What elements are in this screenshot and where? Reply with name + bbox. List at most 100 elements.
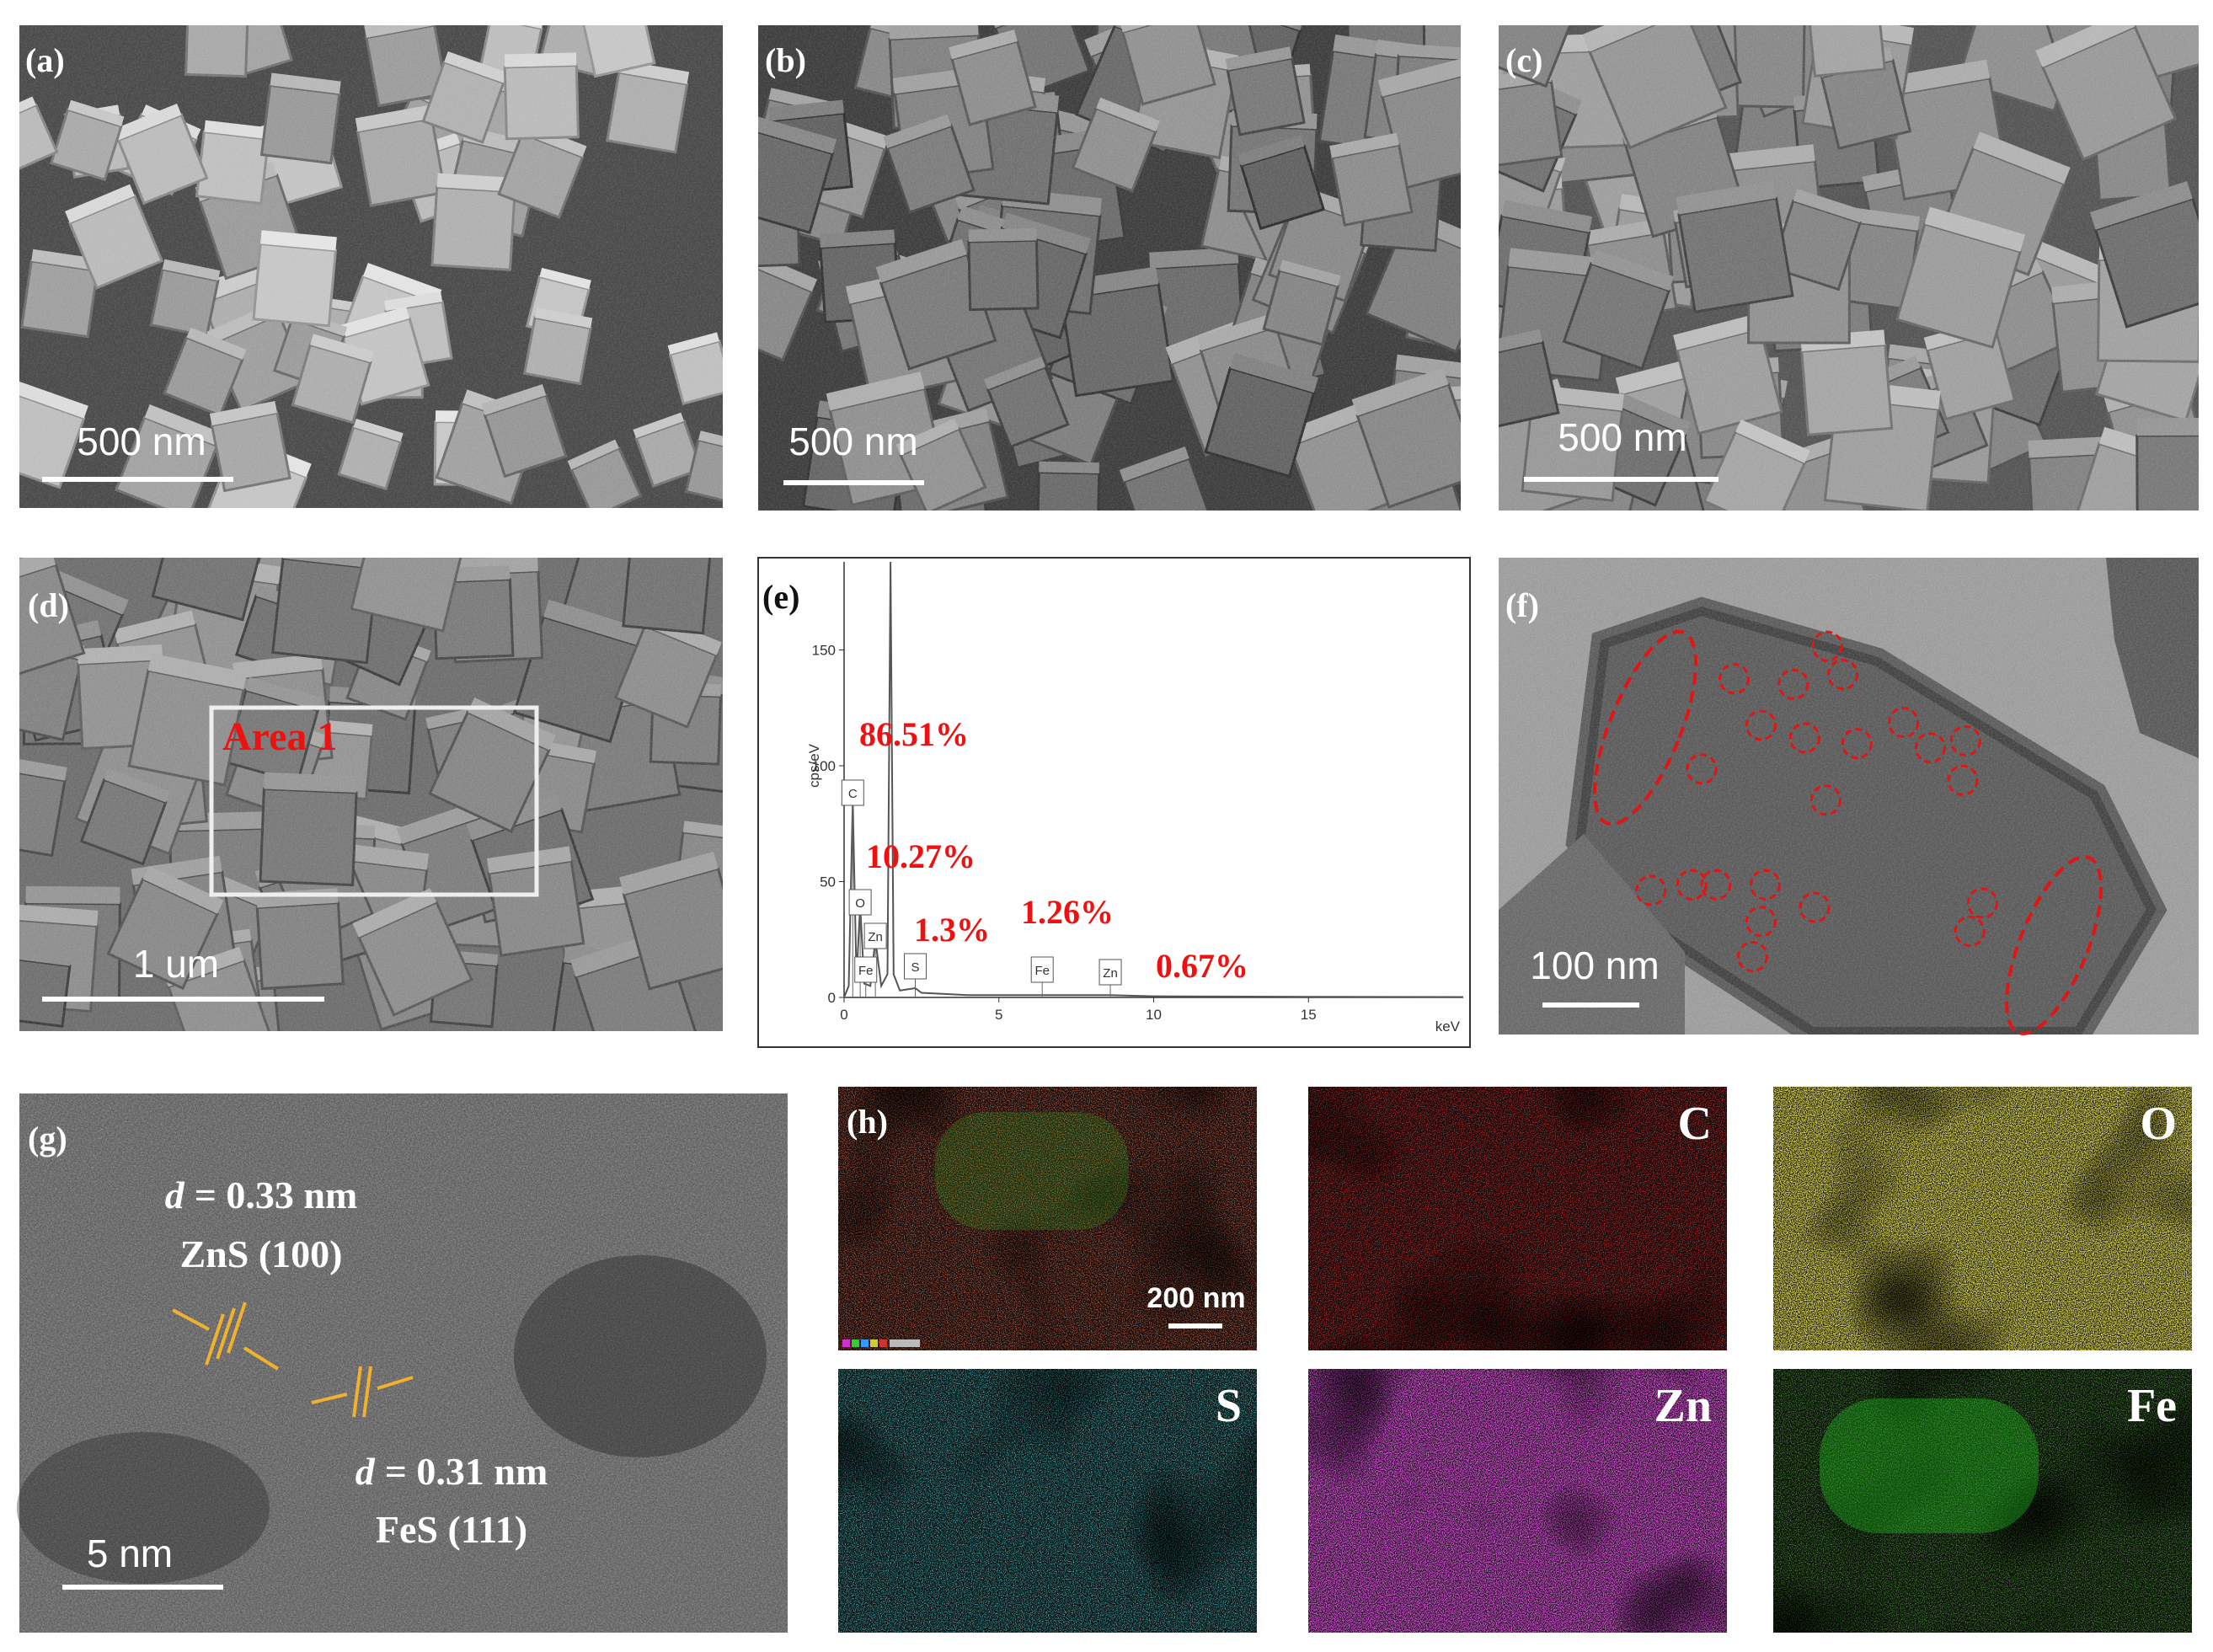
particle-marker [1745,709,1777,741]
peak-label: Fe [858,964,874,978]
cube-face [990,25,1064,29]
cube-face [222,0,276,24]
peak-label-box [854,956,878,983]
spacing: = 0.31 nm [385,1450,548,1493]
fringe-arrow [243,1346,280,1371]
shadow [1773,1087,2192,1350]
legend-bar [890,1339,920,1347]
fringe-arrow [377,1376,414,1390]
peak-label-box [1098,959,1122,986]
x-tick-label: 10 [1146,1007,1162,1023]
panel-label: (h) [847,1103,888,1141]
scale-bar-label: 500 nm [788,420,917,463]
particle-marker [1719,663,1751,695]
particle-marker [1947,764,1979,796]
micrograph [19,510,723,1031]
cube-face [441,558,526,563]
peak-label: Fe [1034,964,1050,978]
scale-bar-label: 1 um [133,942,219,986]
particle-marker [1686,753,1718,785]
cube-face [1500,0,1580,11]
particle-marker [1841,728,1873,760]
variable: d [355,1450,376,1493]
particle-marker [1676,869,1708,901]
crystal [514,1255,767,1457]
particle-marker [1809,784,1841,816]
micrograph [1499,0,2199,511]
peak-label: Zn [1103,966,1118,981]
cube-face [1629,0,1735,16]
lattice-spacing: d = 0.31 nm [355,1450,548,1493]
cube-face [188,3,248,16]
micrograph [758,25,1461,511]
particle-marker [1811,630,1843,662]
y-tick-label: 0 [828,990,836,1006]
cube-face [631,532,712,553]
shadow [838,1369,1257,1633]
cube-face [1839,0,1909,8]
cube-face [2073,0,2178,6]
particle-marker [1736,941,1768,973]
crystal [17,1432,270,1584]
peak-label-box [848,889,872,916]
peak-label-box [904,953,927,980]
spacing: = 0.33 nm [195,1174,358,1216]
composition-label: 86.51% [859,715,969,753]
x-axis-label: keV [1435,1018,1461,1035]
particle-marker [1777,668,1809,700]
x-tick-label: 0 [840,1007,847,1023]
peak-label: C [848,787,858,801]
scale-bar-label: 200 nm [1147,1282,1245,1314]
particle-marker [1914,732,1946,764]
panel-label: (b) [765,41,806,79]
element-label: S [1216,1380,1242,1432]
cube-face [580,0,641,17]
cube-face [269,510,343,540]
grain [1499,558,2199,1035]
particle-marker [1888,707,1920,739]
shadow [1308,1087,1727,1350]
fringe-mark [205,1313,225,1366]
element-label: Fe [2127,1380,2177,1432]
particle-marker [1635,874,1667,906]
fringe-mark [352,1366,362,1418]
fringe-mark [216,1307,236,1360]
lattice-plane: ZnS (100) [180,1232,343,1275]
peak-label: S [911,960,920,975]
tem-image [1499,558,2199,1035]
element-label: O [2140,1098,2177,1150]
cube-face [586,517,666,553]
particle-marker [1749,869,1781,901]
peak-label: Zn [868,930,883,944]
scale-bar-label: 100 nm [1530,944,1659,987]
panel-label: (c) [1505,41,1542,79]
particle-marker [1966,887,1998,919]
fringe-mark [362,1366,372,1418]
grain [758,25,1461,511]
grain [19,25,723,508]
panel-label: (e) [762,578,799,616]
composition-label: 0.67% [1156,947,1248,985]
legend-swatch [842,1339,850,1347]
particle-marker [1745,906,1777,938]
cube-face [2041,0,2125,21]
y-tick-label: 100 [812,758,836,774]
peak-label-box [841,779,864,806]
element-label: Zn [1654,1380,1713,1432]
panel-label: (f) [1505,586,1539,624]
lattice-spacing: d = 0.33 nm [165,1174,358,1216]
legend-swatch [852,1339,859,1347]
scale-bar-label: 5 nm [87,1532,173,1575]
legend-swatch [870,1339,878,1347]
element-label: C [1678,1098,1712,1150]
legend-swatch [879,1339,887,1347]
peak-label-box [863,922,887,949]
cube-face [1145,25,1246,29]
variable: d [165,1174,185,1216]
x-tick-label: 5 [995,1007,1002,1023]
fe-overlay [935,1112,1129,1230]
legend-swatch [861,1339,869,1347]
region-label: Area 1 [222,714,337,759]
cube-face [554,0,613,19]
